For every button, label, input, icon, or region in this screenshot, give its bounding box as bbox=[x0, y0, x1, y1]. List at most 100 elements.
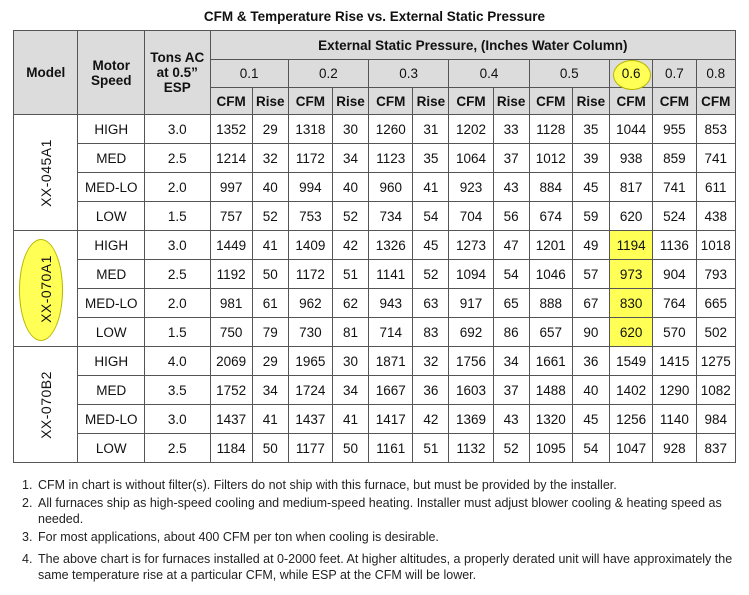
cfm-cell: 714 bbox=[368, 317, 414, 347]
pressure-header: 0.5 bbox=[528, 59, 610, 88]
cfm-cell: 1415 bbox=[652, 346, 697, 376]
rise-cell: 83 bbox=[412, 317, 450, 347]
cfm-cell: 757 bbox=[209, 201, 253, 231]
cfm-cell: 764 bbox=[652, 288, 697, 318]
table-row: LOW 1.5 750 79 730 81 714 83 692 86 657 90 620 570 502 bbox=[14, 317, 737, 347]
rise-cell: 30 bbox=[332, 114, 370, 144]
cfm-cell: 1449 bbox=[209, 230, 253, 260]
model-name: XX-045A1 bbox=[37, 138, 54, 207]
tons-cell: 2.0 bbox=[144, 288, 211, 318]
tons-cell: 3.0 bbox=[144, 114, 211, 144]
cfm-cell: 1184 bbox=[209, 433, 253, 463]
cfm-cell: 620 bbox=[608, 317, 654, 347]
cfm-cell: 1667 bbox=[368, 375, 414, 405]
rise-cell: 59 bbox=[571, 201, 610, 231]
cfm-cell: 1273 bbox=[448, 230, 494, 260]
cfm-cell: 1123 bbox=[368, 143, 414, 173]
header-model: Model bbox=[12, 30, 79, 115]
cfm-cell: 1756 bbox=[448, 346, 494, 376]
footnote-number: 4. bbox=[22, 552, 33, 566]
rise-cell: 32 bbox=[251, 143, 289, 173]
pressure-header: 0.3 bbox=[368, 59, 450, 88]
model-name: XX-070B2 bbox=[37, 370, 54, 439]
rise-cell: 45 bbox=[412, 230, 450, 260]
cfm-cell: 973 bbox=[608, 259, 654, 289]
rise-cell: 36 bbox=[571, 346, 610, 376]
cfm-cell: 1177 bbox=[287, 433, 334, 463]
cfm-cell: 1437 bbox=[209, 404, 253, 434]
cfm-cell: 741 bbox=[652, 172, 697, 202]
rise-cell: 30 bbox=[332, 346, 370, 376]
header-tons: Tons AC at 0.5” ESP bbox=[144, 30, 211, 115]
rise-cell: 61 bbox=[251, 288, 289, 318]
cfm-cell: 1488 bbox=[528, 375, 573, 405]
rise-cell: 37 bbox=[492, 375, 530, 405]
rise-cell: 52 bbox=[492, 433, 530, 463]
cfm-cell: 753 bbox=[287, 201, 334, 231]
motor-speed-cell: MED bbox=[77, 375, 146, 405]
table-row: XX-070B2 HIGH 4.0 2069 29 1965 30 1871 32 1756 34 1… bbox=[12, 346, 737, 463]
tons-cell: 3.5 bbox=[144, 375, 211, 405]
rise-cell: 41 bbox=[332, 404, 370, 434]
rise-cell: 47 bbox=[492, 230, 530, 260]
cfm-cell: 1018 bbox=[695, 230, 737, 260]
tons-cell: 3.0 bbox=[144, 404, 211, 434]
rise-cell: 29 bbox=[251, 346, 289, 376]
model-name-cell: XX-045A1 bbox=[12, 114, 79, 231]
cfm-cell: 1326 bbox=[368, 230, 414, 260]
pressure-header: 0.7 bbox=[652, 59, 697, 88]
rise-cell: 42 bbox=[332, 230, 370, 260]
rise-cell: 51 bbox=[332, 259, 370, 289]
highlight-ellipse bbox=[19, 239, 63, 341]
rise-cell: 45 bbox=[571, 172, 610, 202]
cfm-cell: 1320 bbox=[528, 404, 573, 434]
rise-cell: 62 bbox=[332, 288, 370, 318]
rise-cell: 54 bbox=[571, 433, 610, 463]
cfm-cell: 1214 bbox=[209, 143, 253, 173]
cfm-cell: 888 bbox=[528, 288, 573, 318]
rise-header: Rise bbox=[492, 87, 530, 115]
tons-cell: 3.0 bbox=[144, 230, 211, 260]
cfm-cell: 570 bbox=[652, 317, 697, 347]
cfm-cell: 1402 bbox=[608, 375, 654, 405]
cfm-cell: 938 bbox=[608, 143, 654, 173]
cfm-cell: 1260 bbox=[368, 114, 414, 144]
rise-cell: 41 bbox=[251, 230, 289, 260]
cfm-header: CFM bbox=[448, 87, 494, 115]
rise-cell: 35 bbox=[412, 143, 450, 173]
rise-cell: 63 bbox=[412, 288, 450, 318]
model-name: XX-070A1 bbox=[37, 254, 54, 323]
cfm-cell: 665 bbox=[695, 288, 737, 318]
model-name-cell: XX-070A1 bbox=[12, 230, 79, 347]
cfm-cell: 923 bbox=[448, 172, 494, 202]
cfm-cell: 1012 bbox=[528, 143, 573, 173]
cfm-cell: 674 bbox=[528, 201, 573, 231]
rise-cell: 90 bbox=[571, 317, 610, 347]
cfm-cell: 853 bbox=[695, 114, 737, 144]
rise-cell: 31 bbox=[412, 114, 450, 144]
rise-cell: 36 bbox=[412, 375, 450, 405]
rise-cell: 50 bbox=[251, 433, 289, 463]
table-row: MED 2.5 1192 50 1172 51 1141 52 1094 54 1046 57 973 9… bbox=[14, 259, 737, 289]
cfm-cell: 1141 bbox=[368, 259, 414, 289]
rise-cell: 40 bbox=[332, 172, 370, 202]
cfm-cell: 1369 bbox=[448, 404, 494, 434]
cfm-header: CFM bbox=[368, 87, 414, 115]
motor-speed-cell: LOW bbox=[77, 317, 146, 347]
cfm-cell: 962 bbox=[287, 288, 334, 318]
footnote: 2. All furnaces ship as high-speed coolin… bbox=[22, 495, 737, 527]
motor-speed-cell: MED bbox=[77, 143, 146, 173]
cfm-cell: 1409 bbox=[287, 230, 334, 260]
cfm-cell: 1161 bbox=[368, 433, 414, 463]
cfm-cell: 1603 bbox=[448, 375, 494, 405]
model-name-cell: XX-070B2 bbox=[12, 346, 79, 463]
pressure-header: 0.4 bbox=[448, 59, 530, 88]
cfm-cell: 741 bbox=[695, 143, 737, 173]
tons-cell: 2.5 bbox=[144, 433, 211, 463]
rise-cell: 52 bbox=[332, 201, 370, 231]
cfm-cell: 1172 bbox=[287, 143, 334, 173]
rise-header: Rise bbox=[332, 87, 370, 115]
rise-cell: 43 bbox=[492, 172, 530, 202]
cfm-cell: 692 bbox=[448, 317, 494, 347]
cfm-header: CFM bbox=[652, 87, 697, 115]
